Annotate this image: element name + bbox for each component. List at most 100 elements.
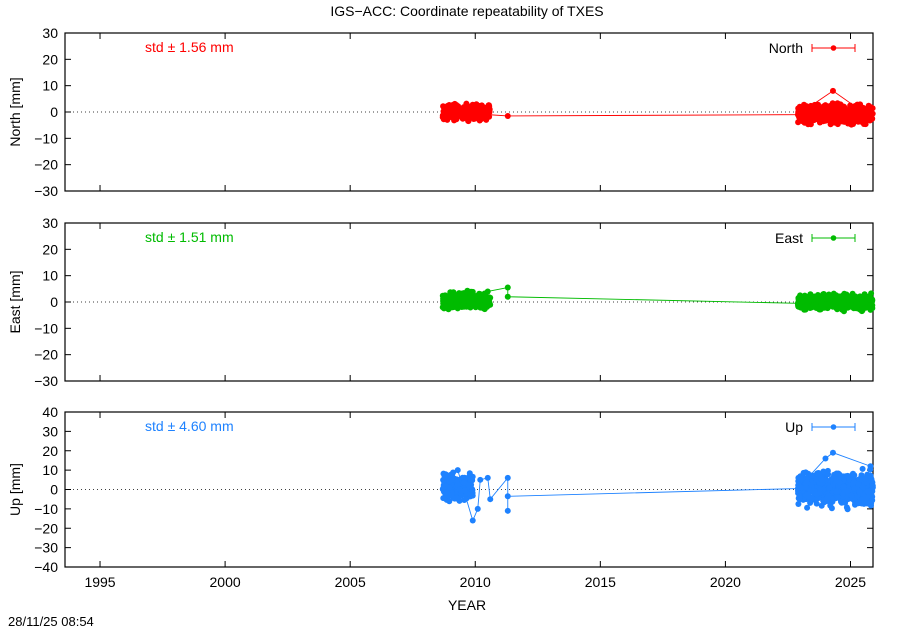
- data-point: [841, 298, 848, 305]
- y-tick-label: −30: [34, 183, 58, 199]
- data-point: [823, 301, 830, 308]
- data-point: [820, 468, 827, 475]
- data-point: [803, 480, 810, 486]
- panel-north: −30 −20 −10 0 10 20 30 North [mm] std ± 1.56 mm N…: [7, 25, 876, 199]
- x-tick-label: 2000: [210, 574, 241, 590]
- std-label: std ± 1.56 mm: [145, 39, 234, 55]
- data-point: [440, 485, 447, 492]
- data-point: [504, 507, 511, 514]
- data-point: [484, 111, 491, 118]
- data-point: [853, 299, 860, 306]
- data-point: [797, 292, 804, 299]
- data-point: [843, 504, 850, 511]
- data-point: [462, 103, 469, 110]
- data-point: [807, 499, 814, 506]
- y-axis-label: North [mm]: [7, 77, 23, 146]
- panel-east: −30 −20 −10 0 10 20 30 East [mm] std ± 1.51 mm Ea…: [7, 215, 876, 389]
- data-point: [805, 492, 812, 498]
- y-tick-label: 20: [42, 51, 58, 67]
- data-point: [818, 108, 825, 115]
- data-point: [469, 111, 476, 118]
- data-point: [440, 103, 447, 110]
- y-tick-label: −10: [34, 501, 58, 517]
- y-tick-label: 30: [42, 25, 58, 41]
- data-point: [796, 493, 803, 499]
- data-point: [851, 485, 858, 492]
- data-point: [504, 493, 511, 500]
- legend-label: North: [769, 40, 803, 56]
- data-point: [837, 304, 844, 311]
- data-point: [806, 105, 813, 112]
- data-point: [474, 505, 481, 512]
- y-tick-label: −10: [34, 320, 58, 336]
- data-point: [810, 115, 817, 122]
- data-point: [838, 109, 845, 116]
- panels: −30 −20 −10 0 10 20 30 North [mm] std ± 1.56 mm N…: [7, 25, 876, 590]
- data-point: [447, 106, 454, 113]
- data-point: [833, 488, 840, 495]
- data-point: [848, 492, 855, 499]
- y-tick-label: 0: [50, 294, 58, 310]
- data-point: [798, 475, 805, 482]
- data-point: [458, 488, 465, 495]
- data-point: [457, 296, 464, 303]
- data-point: [866, 296, 873, 303]
- data-point: [834, 100, 841, 107]
- data-point: [820, 295, 826, 302]
- y-tick-label: −10: [34, 130, 58, 146]
- y-tick-label: 20: [42, 241, 58, 257]
- data-point: [454, 495, 461, 502]
- data-point: [471, 106, 478, 113]
- data-point: [504, 474, 511, 481]
- data-point: [810, 488, 817, 494]
- data-point: [446, 478, 453, 485]
- data-point: [867, 306, 874, 313]
- data-point: [439, 304, 446, 311]
- data-point: [844, 472, 851, 479]
- data-point: [862, 475, 869, 482]
- data-point: [454, 481, 461, 488]
- data-point: [847, 106, 854, 113]
- data-point: [799, 117, 806, 123]
- data-point: [859, 297, 866, 304]
- data-point: [844, 488, 851, 495]
- y-axis-label: East [mm]: [7, 270, 23, 333]
- y-axis-label: Up [mm]: [7, 463, 23, 516]
- data-point: [485, 102, 492, 109]
- data-point: [504, 112, 511, 119]
- data-point: [850, 473, 857, 480]
- data-point: [860, 104, 867, 111]
- data-point: [484, 474, 491, 481]
- data-point: [806, 297, 813, 304]
- data-point: [828, 116, 835, 123]
- data-point: [442, 297, 449, 304]
- x-tick-label: 1995: [84, 574, 115, 590]
- y-tick-label: −20: [34, 347, 58, 363]
- data-point: [834, 494, 841, 501]
- data-point: [818, 502, 825, 509]
- timestamp: 28/11/25 08:54: [8, 614, 94, 629]
- data-point: [829, 498, 836, 505]
- data-point: [862, 496, 868, 502]
- data-point: [469, 492, 476, 499]
- data-point: [832, 299, 839, 305]
- data-point: [824, 467, 831, 474]
- y-tick-label: 0: [50, 104, 58, 120]
- data-point: [847, 302, 854, 308]
- data-point: [869, 483, 876, 490]
- y-tick-label: −30: [34, 373, 58, 389]
- legend-label: Up: [785, 419, 803, 435]
- data-point: [811, 101, 818, 108]
- x-axis-label: YEAR: [448, 597, 486, 613]
- y-tick-label: 30: [42, 215, 58, 231]
- data-point: [813, 109, 820, 115]
- legend-marker: [830, 45, 837, 51]
- data-point: [855, 118, 862, 125]
- data-point: [829, 449, 836, 456]
- legend-marker: [830, 235, 837, 241]
- data-point: [867, 463, 874, 470]
- data-point: [477, 106, 484, 113]
- y-tick-label: 40: [42, 404, 58, 420]
- y-tick-label: −30: [34, 540, 58, 556]
